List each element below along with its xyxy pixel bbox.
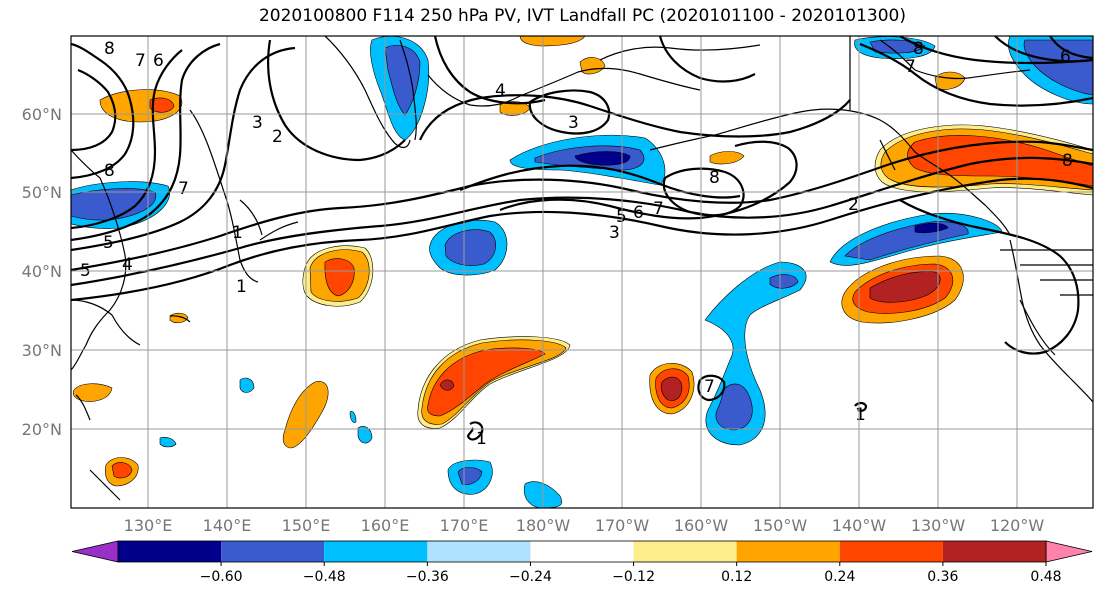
colorbar-segment — [633, 541, 737, 562]
colorbar-segment — [942, 541, 1046, 562]
colorbar-label: −0.36 — [406, 569, 449, 585]
contour-19 — [994, 36, 1093, 63]
contour-label: 7 — [135, 51, 146, 71]
contour-1 — [71, 177, 1093, 302]
contour-12 — [528, 89, 611, 135]
contour-label: 6 — [1060, 47, 1071, 67]
contour-label: 7 — [905, 57, 916, 77]
colorbar-segment — [530, 541, 634, 562]
contour-label: 3 — [568, 113, 579, 133]
colorbar-segment — [427, 541, 531, 562]
contour-label: 3 — [252, 113, 263, 133]
lon-tick-label: 150°E — [282, 516, 331, 535]
contour-label: 5 — [616, 207, 627, 227]
lon-tick-label: 150°W — [753, 516, 808, 535]
lat-tick-label: 60°N — [22, 105, 62, 124]
contour-label: 7 — [178, 179, 189, 199]
pv-contours — [71, 36, 1093, 441]
lat-tick-label: 30°N — [22, 341, 62, 360]
contour-label: 4 — [495, 81, 506, 101]
contour-label: 7 — [653, 199, 664, 219]
contour-3 — [71, 140, 1093, 272]
contour-label: 8 — [104, 161, 115, 181]
contour-8 — [71, 68, 117, 152]
colorbar-segments — [117, 540, 1047, 563]
colorbar-label: −0.12 — [612, 569, 655, 585]
colorbar: −0.60 −0.48 −0.36 −0.24 −0.12 0.12 0.24 0.36 0.4… — [71, 540, 1093, 585]
lon-tick-label: 160°W — [674, 516, 729, 535]
colorbar-extend-low — [71, 540, 119, 563]
contour-15 — [433, 36, 546, 105]
contour-5 — [71, 42, 221, 242]
colorbar-frame — [117, 540, 1047, 563]
lon-tick-label: 170°W — [595, 516, 650, 535]
contour-label: 7 — [704, 377, 715, 397]
contour-22 — [466, 421, 484, 441]
coastlines — [71, 36, 1093, 501]
contour-label: 1 — [855, 405, 866, 425]
lat-tick-labels: 60°N 50°N 40°N 30°N 20°N — [22, 105, 62, 439]
lat-tick-label: 50°N — [22, 183, 62, 202]
lon-tick-label: 130°E — [124, 516, 173, 535]
contour-label: 3 — [609, 223, 620, 243]
map-frame — [70, 35, 1094, 509]
colorbar-label: 0.12 — [721, 569, 752, 585]
contour-label: 2 — [848, 195, 859, 215]
lon-tick-label: 140°E — [203, 516, 252, 535]
colorbar-segment — [736, 541, 840, 562]
colorbar-segment — [324, 541, 428, 562]
colorbar-extend-high — [1045, 540, 1093, 563]
colorbar-label: 0.24 — [824, 569, 855, 585]
contour-label: 8 — [709, 168, 720, 188]
contour-label: 8 — [104, 39, 115, 59]
contour-23 — [697, 374, 726, 402]
contour-label: 1 — [236, 277, 247, 297]
colorbar-labels: −0.60 −0.48 −0.36 −0.24 −0.12 0.12 0.24 0.36 0.4… — [200, 562, 1062, 585]
contour-label: 6 — [633, 203, 644, 223]
lat-tick-label: 40°N — [22, 262, 62, 281]
colorbar-label: 0.48 — [1030, 569, 1061, 585]
contour-21 — [899, 199, 1080, 355]
contour-label: 2 — [272, 127, 283, 147]
contour-7 — [71, 42, 135, 180]
contour-labels: 8 7 6 8 2 3 4 3 8 6 5 3 7 8 5 4 1 7 1 2 … — [80, 39, 1073, 449]
lon-tick-label: 120°W — [990, 516, 1045, 535]
contour-2 — [71, 156, 1093, 287]
colorbar-label: −0.48 — [303, 569, 346, 585]
contour-18 — [899, 36, 1093, 65]
colorbar-label: 0.36 — [927, 569, 958, 585]
gridlines — [71, 36, 1093, 508]
colorbar-label: −0.24 — [509, 569, 552, 585]
contour-20 — [1049, 36, 1093, 60]
contour-16 — [658, 36, 756, 83]
lon-tick-label: 130°W — [911, 516, 966, 535]
contour-label: 6 — [153, 51, 164, 71]
contour-6 — [71, 49, 183, 230]
contour-label: 5 — [103, 233, 114, 253]
contour-label: 8 — [913, 39, 924, 59]
contour-label: 1 — [232, 223, 243, 243]
map-title: 2020100800 F114 250 hPa PV, IVT Landfall… — [258, 6, 906, 26]
lon-tick-labels: 130°E 140°E 150°E 160°E 170°E 180°W 170°… — [124, 516, 1045, 535]
lon-tick-label: 140°W — [832, 516, 887, 535]
colorbar-segment — [839, 541, 943, 562]
lat-tick-label: 20°N — [22, 420, 62, 439]
lon-tick-label: 180°W — [516, 516, 571, 535]
colorbar-segment — [221, 541, 325, 562]
contour-24 — [854, 401, 868, 412]
contour-4 — [71, 46, 296, 252]
colorbar-label: −0.60 — [200, 569, 243, 585]
contour-label: 4 — [122, 255, 133, 275]
colorbar-segment — [118, 541, 222, 562]
map-plot-area: 8 7 6 8 2 3 4 3 8 6 5 3 7 8 5 4 1 7 1 2 … — [71, 36, 1093, 508]
lon-tick-label: 160°E — [361, 516, 410, 535]
contour-13 — [662, 167, 745, 217]
contour-14 — [267, 39, 406, 162]
contour-17 — [859, 42, 1093, 107]
lon-tick-label: 170°E — [440, 516, 489, 535]
contour-label: 8 — [1062, 151, 1073, 171]
contour-label: 1 — [476, 429, 487, 449]
